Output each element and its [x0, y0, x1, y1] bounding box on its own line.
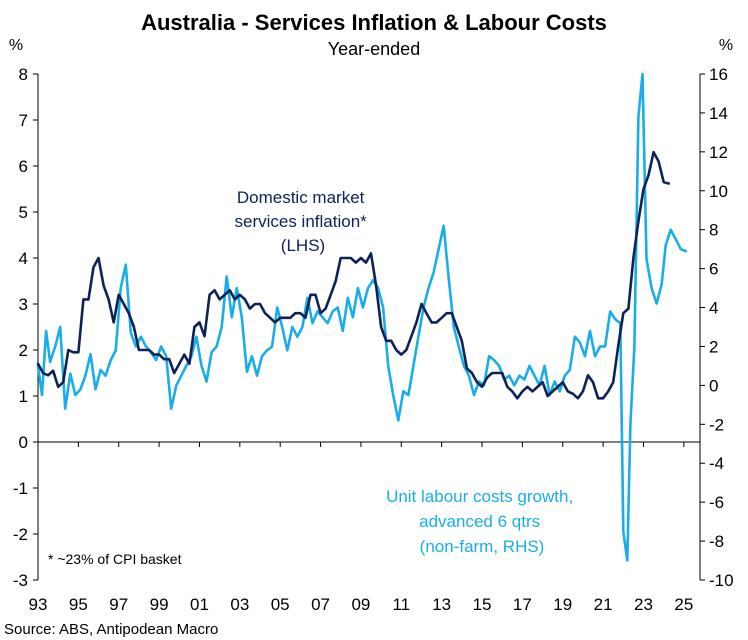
left-tick-label: 7 [19, 111, 28, 130]
right-tick-label: 12 [709, 143, 728, 162]
left-tick-label: -2 [13, 525, 28, 544]
right-tick-label: 14 [709, 104, 728, 123]
x-tick-label: 97 [109, 595, 128, 614]
left-tick-label: 2 [19, 341, 28, 360]
left-tick-label: 0 [19, 433, 28, 452]
left-tick-label: -1 [13, 479, 28, 498]
right-tick-label: 16 [709, 65, 728, 84]
right-axis-unit: % [719, 37, 733, 54]
right-tick-label: 6 [709, 260, 718, 279]
x-tick-label: 17 [513, 595, 532, 614]
x-tick-label: 15 [473, 595, 492, 614]
axes [37, 74, 701, 580]
x-tick-label: 03 [230, 595, 249, 614]
right-tick-label: -2 [709, 415, 724, 434]
left-tick-label: -3 [13, 571, 28, 590]
x-tick-label: 23 [634, 595, 653, 614]
right-tick-label: -8 [709, 532, 724, 551]
left-tick-label: 5 [19, 203, 28, 222]
right-tick-label: 8 [709, 221, 718, 240]
chart-title: Australia - Services Inflation & Labour … [141, 10, 607, 35]
source-note: Source: ABS, Antipodean Macro [4, 621, 218, 638]
domestic-series-label: Domestic market services inflation* (LHS… [234, 188, 371, 255]
x-tick-label: 99 [150, 595, 169, 614]
x-tick-label: 11 [392, 595, 410, 614]
x-tick-label: 07 [311, 595, 330, 614]
ulc-series-label: Unit labour costs growth, advanced 6 qtr… [386, 487, 578, 556]
right-tick-label: 2 [709, 337, 718, 356]
right-tick-label: 0 [709, 376, 718, 395]
left-tick-label: 4 [19, 249, 28, 268]
x-axis-ticks: 93 95 97 99 01 03 05 07 09 11 13 15 17 19 21 23 25 [29, 442, 693, 614]
x-tick-label: 95 [69, 595, 88, 614]
right-tick-label: 10 [709, 182, 728, 201]
x-tick-label: 09 [351, 595, 370, 614]
left-axis-unit: % [9, 37, 23, 54]
chart-subtitle: Year-ended [328, 39, 420, 59]
left-tick-label: 1 [19, 387, 28, 406]
right-tick-label: -10 [709, 571, 734, 590]
domestic-services-inflation-line [36, 150, 670, 400]
series-lines [36, 72, 688, 562]
footnote: * ~23% of CPI basket [48, 551, 182, 567]
right-tick-label: -6 [709, 493, 724, 512]
unit-labour-costs-line [36, 72, 688, 562]
x-tick-label: 25 [674, 595, 693, 614]
left-tick-label: 8 [19, 65, 28, 84]
x-tick-label: 19 [553, 595, 572, 614]
right-tick-label: 4 [709, 299, 718, 318]
left-axis-ticks: -3 -2 -1 0 1 2 3 4 5 6 7 8 [13, 65, 38, 590]
left-tick-label: 6 [19, 157, 28, 176]
x-tick-label: 93 [29, 595, 48, 614]
x-tick-label: 13 [432, 595, 451, 614]
x-tick-label: 21 [594, 595, 613, 614]
left-tick-label: 3 [19, 295, 28, 314]
x-tick-label: 05 [271, 595, 290, 614]
right-axis-ticks: -10 -8 -6 -4 -2 0 2 4 6 8 10 12 14 16 [700, 65, 734, 590]
right-tick-label: -4 [709, 454, 724, 473]
x-tick-label: 01 [190, 595, 209, 614]
